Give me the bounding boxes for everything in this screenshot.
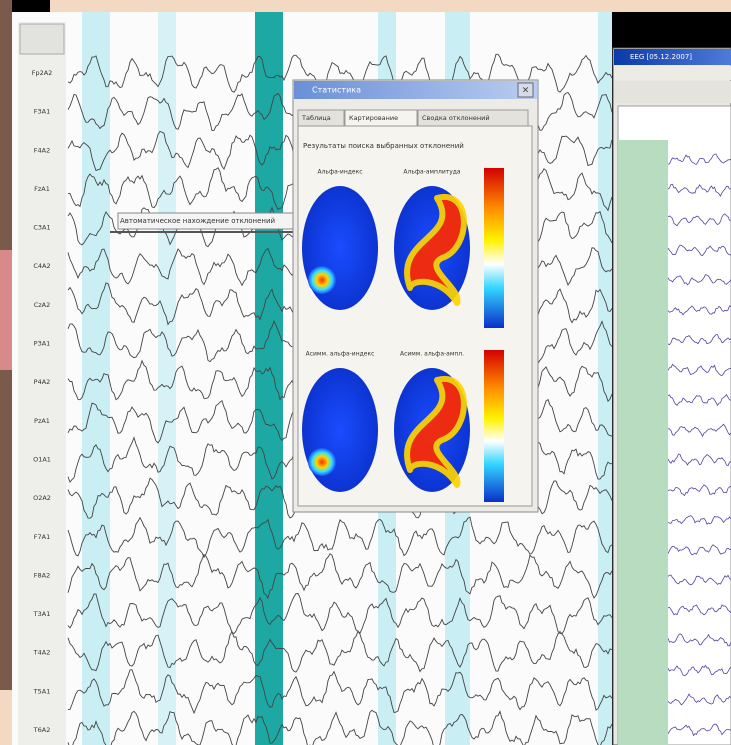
channel-label: FzA1: [34, 185, 50, 193]
dialog-title: Статистика: [312, 86, 361, 95]
map-hotspot: [308, 266, 336, 294]
tab-label[interactable]: Картирование: [349, 114, 398, 122]
channel-label: P4A2: [34, 378, 51, 386]
map-hotspot: [308, 448, 336, 476]
channel-label: T6A2: [33, 726, 51, 734]
channel-label: C3A1: [33, 224, 50, 232]
channel-label: F7A1: [34, 533, 50, 541]
side-window: EEG [05.12.2007]: [613, 48, 731, 745]
channel-label: T5A1: [33, 687, 51, 695]
statistics-dialog: Статистика × Таблица Картирование Сводка о…: [293, 80, 538, 512]
map-label: Альфа-амплитуда: [403, 169, 461, 176]
brain-map: [302, 368, 378, 492]
window-title: EEG [05.12.2007]: [630, 53, 692, 61]
colorbar: [484, 350, 504, 502]
dialog-tabs: Таблица Картирование Сводка отклонений: [298, 110, 528, 126]
dialog-subtitle: Результаты поиска выбранных отклонений: [303, 142, 464, 150]
tab-label[interactable]: Таблица: [301, 114, 331, 122]
channel-label: O1A1: [33, 455, 51, 463]
map-label: Асимм. альфа-индекс: [306, 351, 375, 358]
annotation-text: Автоматическое нахождение отклонений: [120, 217, 275, 225]
label-column: [618, 140, 668, 745]
photo-edge: [0, 250, 12, 370]
channel-label: PzA1: [34, 417, 50, 425]
page: Fp2A2 F3A1 F4A2 FzA1 C3A1 C4A2 CzA2 P3A1 P4A2 PzA…: [0, 0, 731, 745]
top-strip: [50, 0, 731, 12]
channel-label: P3A1: [34, 340, 51, 348]
channel-label: F8A2: [34, 571, 50, 579]
channel-label: Fp2A2: [32, 69, 53, 77]
channel-label: F3A1: [34, 108, 50, 116]
bottom-strip: [0, 690, 12, 745]
tab-label[interactable]: Сводка отклонений: [422, 114, 490, 122]
channel-label: C4A2: [33, 262, 50, 270]
channel-label: O2A2: [33, 494, 51, 502]
toolbar: [614, 81, 731, 103]
channel-label: T4A2: [33, 649, 51, 657]
corner-cell: [20, 24, 64, 54]
channel-label: F4A2: [34, 146, 50, 154]
close-icon[interactable]: ×: [522, 86, 530, 96]
menu-bar: [614, 66, 731, 80]
map-label: Асимм. альфа-ампл.: [400, 351, 464, 358]
map-label: Альфа-индекс: [317, 169, 362, 176]
colorbar: [484, 168, 504, 328]
channel-label: T3A1: [33, 610, 51, 618]
screenshot: Fp2A2 F3A1 F4A2 FzA1 C3A1 C4A2 CzA2 P3A1 P4A2 PzA…: [0, 0, 731, 745]
channel-label: CzA2: [34, 301, 51, 309]
brain-map: [302, 186, 378, 310]
